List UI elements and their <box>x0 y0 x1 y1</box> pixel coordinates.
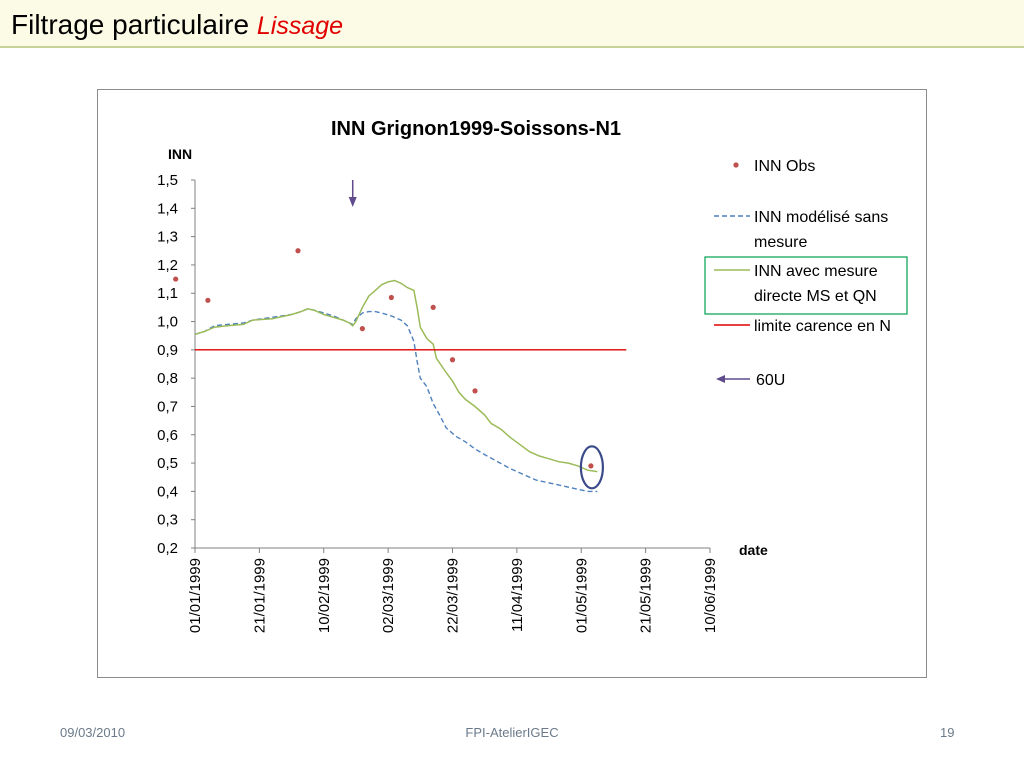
legend-arrow-icon <box>716 375 725 383</box>
annotation-arrow-icon <box>348 197 357 207</box>
y-axis-label: INN <box>168 146 192 162</box>
obs-point <box>173 276 179 282</box>
obs-point <box>588 463 594 469</box>
series-layer <box>173 248 627 493</box>
y-tick-label: 1,5 <box>157 172 178 189</box>
slide-title-emphasis: Lissage <box>256 12 344 40</box>
legend-model-no-measure-label-2: mesure <box>754 234 807 251</box>
legend: INN Obs INN modélisé sans mesure INN ave… <box>704 158 908 389</box>
x-tick-label: 01/01/1999 <box>187 558 204 633</box>
slide-title: Filtrage particulaire Lissage <box>11 9 343 41</box>
footer-date: 09/03/2010 <box>60 725 126 740</box>
x-tick-label: 10/06/1999 <box>702 558 719 633</box>
chart-svg: INN Grignon1999-Soissons-N1 INN date 0,2… <box>157 118 908 633</box>
legend-arrow-label: 60U <box>756 372 785 389</box>
y-tick-label: 1,1 <box>157 285 178 302</box>
slide-title-text: Filtrage particulaire <box>11 9 250 40</box>
series-model-no-measure <box>194 308 598 493</box>
x-tick-label: 11/04/1999 <box>509 558 526 632</box>
x-tick-label: 02/03/1999 <box>380 558 397 633</box>
x-tick-label: 21/01/1999 <box>251 558 268 633</box>
axes <box>194 180 710 549</box>
legend-obs-marker <box>733 162 739 168</box>
slide-header: Filtrage particulaire Lissage <box>0 0 1024 48</box>
x-tick-label: 10/02/1999 <box>316 558 333 633</box>
x-tick-label: 21/05/1999 <box>638 558 655 633</box>
y-tick-label: 0,3 <box>157 512 178 529</box>
y-tick-label: 0,9 <box>157 342 178 359</box>
y-tick-label: 0,2 <box>157 540 178 557</box>
y-tick-label: 0,6 <box>157 427 178 444</box>
y-tick-label: 1,2 <box>157 257 178 274</box>
footer-center-text: FPI-AtelierIGEC <box>465 725 559 740</box>
x-tick-label: 01/05/1999 <box>573 558 590 633</box>
x-tick-label: 22/03/1999 <box>445 558 462 633</box>
page-number: 19 <box>940 725 955 740</box>
obs-point <box>388 294 394 301</box>
legend-obs-label: INN Obs <box>754 158 815 175</box>
y-tick-label: 1,4 <box>157 200 178 217</box>
obs-point <box>430 304 436 310</box>
legend-model-no-measure-label-1: INN modélisé sans <box>754 209 888 226</box>
chart-title: INN Grignon1999-Soissons-N1 <box>331 118 621 140</box>
legend-threshold-label: limite carence en N <box>754 318 891 335</box>
y-tick-label: 0,8 <box>157 370 178 387</box>
obs-point <box>295 248 301 254</box>
y-ticks: 0,2 0,3 0,4 0,5 0,6 0,7 0,8 0,9 1,0 1,1 1,2 1,3 1,4 1… <box>157 172 195 557</box>
y-tick-label: 0,5 <box>157 455 178 472</box>
y-tick-label: 1,0 <box>157 314 178 331</box>
obs-point <box>205 297 211 303</box>
series-model-with-measure <box>194 279 598 473</box>
y-tick-label: 1,3 <box>157 229 178 246</box>
x-ticks: 01/01/1999 21/01/1999 10/02/1999 02/03/1999… <box>187 548 719 633</box>
obs-point <box>472 388 478 394</box>
obs-point <box>449 357 456 363</box>
legend-highlight-box <box>704 256 908 315</box>
y-tick-label: 0,4 <box>157 483 178 500</box>
y-tick-label: 0,7 <box>157 398 178 415</box>
chart-frame: INN Grignon1999-Soissons-N1 INN date 0,2… <box>97 89 927 678</box>
annotations <box>348 180 605 490</box>
annotation-circle <box>579 445 605 490</box>
x-axis-label: date <box>739 542 768 558</box>
obs-point <box>359 326 365 332</box>
legend-model-with-measure-label-1: INN avec mesure <box>754 263 878 280</box>
legend-model-with-measure-label-2: directe MS et QN <box>754 288 877 305</box>
